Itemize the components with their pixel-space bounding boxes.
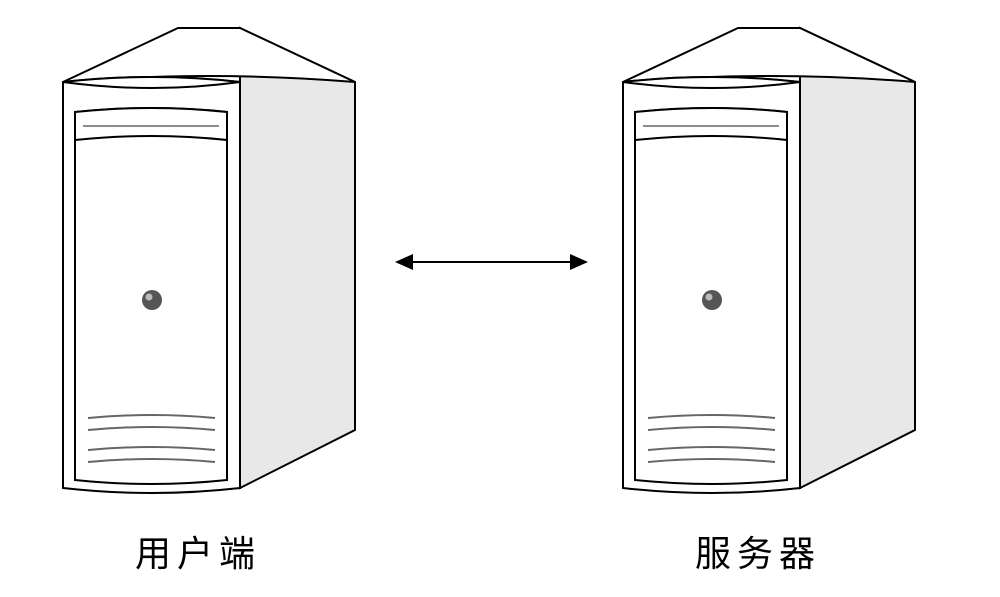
server-node [615,20,920,500]
client-label: 用户端 [135,525,261,577]
diagram-canvas: 用户端 服务器 [0,0,1000,597]
client-node [55,20,360,500]
server-label: 服务器 [695,525,821,577]
computer-tower-icon [55,20,360,500]
arrow-shaft [411,261,572,263]
computer-tower-icon [615,20,920,500]
arrowhead-right-icon [570,254,588,270]
